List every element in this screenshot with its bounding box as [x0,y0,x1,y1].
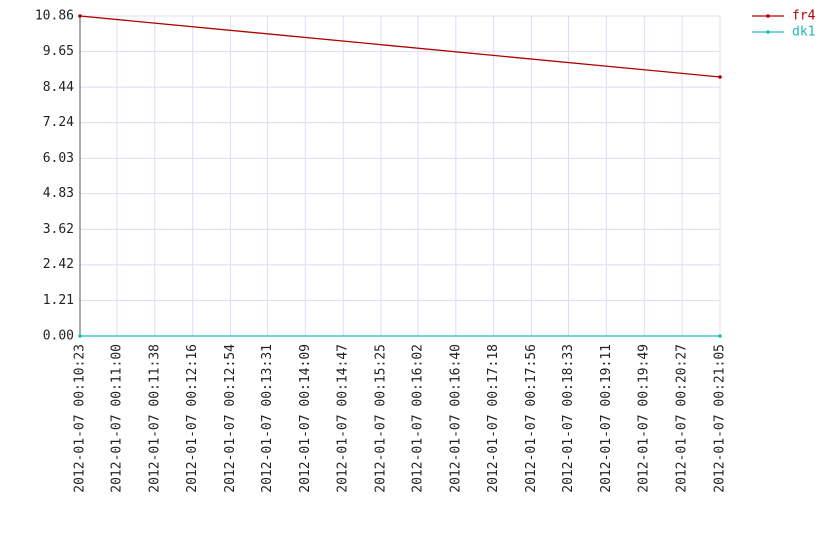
y-tick-label: 7.24 [43,115,74,130]
data-point [718,75,722,79]
x-tick-label: 2012-01-07 00:19:11 [599,344,614,493]
x-tick-label: 2012-01-07 00:19:49 [637,344,652,493]
data-point [78,334,82,338]
x-tick-label: 2012-01-07 00:14:09 [298,344,313,493]
legend-label: dk1 [792,25,815,40]
x-tick-label: 2012-01-07 00:12:16 [185,344,200,493]
legend-dot [766,30,770,34]
y-tick-label: 4.83 [43,186,74,201]
x-tick-label: 2012-01-07 00:18:33 [561,344,576,493]
y-tick-label: 3.62 [43,222,74,237]
x-tick-label: 2012-01-07 00:16:02 [410,344,425,493]
y-tick-label: 2.42 [43,257,74,272]
x-tick-label: 2012-01-07 00:17:18 [486,344,501,493]
x-tick-label: 2012-01-07 00:10:23 [73,344,88,493]
y-tick-label: 9.65 [43,44,74,59]
legend-label: fr4 [792,9,816,24]
x-tick-label: 2012-01-07 00:15:25 [374,344,389,493]
y-tick-label: 6.03 [43,151,74,166]
x-tick-label: 2012-01-07 00:12:54 [223,344,238,493]
x-tick-label: 2012-01-07 00:11:38 [147,344,162,493]
x-tick-label: 2012-01-07 00:17:56 [524,344,539,493]
x-tick-label: 2012-01-07 00:11:00 [109,344,124,493]
x-tick-label: 2012-01-07 00:16:40 [448,344,463,493]
legend-dot [766,14,770,18]
y-tick-label: 1.21 [43,293,74,308]
x-tick-label: 2012-01-07 00:13:31 [260,344,275,493]
x-tick-label: 2012-01-07 00:21:05 [713,344,728,493]
x-tick-label: 2012-01-07 00:20:27 [675,344,690,493]
plot-frame [79,15,721,337]
x-tick-label: 2012-01-07 00:14:47 [336,344,351,493]
series-line [79,15,721,78]
data-point [718,334,722,338]
data-point [78,14,82,18]
y-tick-label: 0.00 [43,329,74,344]
y-tick-label: 8.44 [43,80,74,95]
y-tick-label: 10.86 [35,9,74,24]
